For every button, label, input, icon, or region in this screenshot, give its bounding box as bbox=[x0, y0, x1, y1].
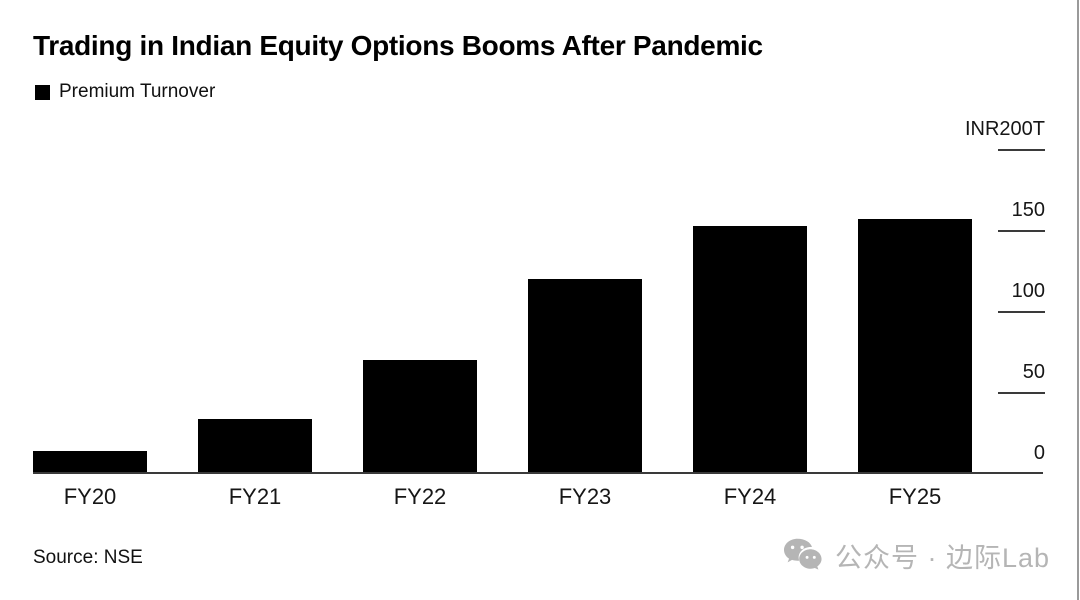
wechat-icon bbox=[781, 537, 825, 575]
y-axis-tick bbox=[998, 392, 1045, 394]
right-edge-divider bbox=[1077, 0, 1079, 600]
bar-fy22 bbox=[363, 360, 477, 472]
legend: Premium Turnover bbox=[35, 81, 215, 103]
bar-fy20 bbox=[33, 451, 147, 472]
y-axis-label: INR200T bbox=[964, 118, 1045, 140]
y-axis-tick bbox=[998, 230, 1045, 232]
source-note: Source: NSE bbox=[33, 547, 143, 568]
y-axis-label: 100 bbox=[1011, 280, 1045, 302]
watermark-text: 公众号 · 边际Lab bbox=[834, 543, 1050, 573]
y-axis-label: 50 bbox=[1022, 361, 1045, 383]
x-axis-label-fy21: FY21 bbox=[228, 484, 282, 509]
y-axis-tick bbox=[998, 311, 1045, 313]
x-axis-label-fy25: FY25 bbox=[888, 484, 942, 509]
bar-fy21 bbox=[198, 419, 312, 472]
x-axis-label-fy22: FY22 bbox=[393, 484, 447, 509]
bar-fy23 bbox=[528, 279, 642, 472]
legend-label: Premium Turnover bbox=[59, 81, 216, 102]
x-axis-baseline bbox=[33, 472, 1043, 474]
x-axis-label-fy23: FY23 bbox=[558, 484, 612, 509]
chart-title: Trading in Indian Equity Options Booms A… bbox=[33, 30, 763, 61]
y-axis-label: 150 bbox=[1011, 199, 1045, 221]
bar-fy25 bbox=[858, 219, 972, 472]
legend-swatch-icon bbox=[35, 84, 50, 100]
x-axis-label-fy20: FY20 bbox=[63, 484, 117, 509]
y-axis-label: 0 bbox=[1033, 442, 1045, 464]
bar-fy24 bbox=[693, 226, 807, 472]
y-axis-tick bbox=[998, 149, 1045, 151]
x-axis-label-fy24: FY24 bbox=[723, 484, 777, 509]
watermark: 公众号 · 边际Lab bbox=[781, 536, 1050, 575]
